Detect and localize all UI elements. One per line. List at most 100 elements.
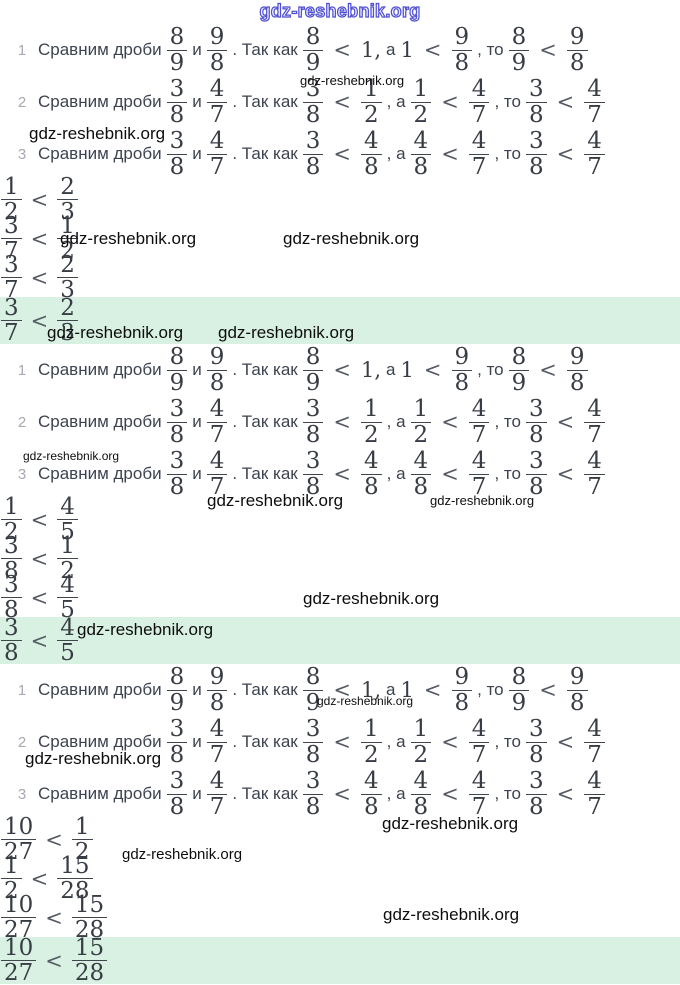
- denominator: 9: [169, 49, 185, 76]
- denominator: 8: [169, 473, 185, 500]
- denominator: 8: [364, 153, 379, 180]
- header-spacer: [0, 0, 680, 24]
- since-label: . Так как: [232, 784, 298, 803]
- denominator: 8: [305, 421, 321, 448]
- denominator: 8: [413, 153, 429, 180]
- less-than-sign: <: [556, 90, 575, 114]
- denominator: 8: [569, 689, 585, 716]
- denominator: 8: [454, 49, 470, 76]
- denominator: 2: [74, 839, 90, 865]
- numerator: 4: [410, 769, 432, 795]
- since-label: . Так как: [232, 92, 298, 111]
- numerator: 8: [302, 345, 324, 371]
- denominator: 8: [528, 473, 544, 500]
- less-than-sign: <: [441, 410, 459, 434]
- less-than-sign: <: [30, 585, 49, 610]
- line-number: 3: [17, 465, 27, 483]
- denominator: 2: [364, 741, 379, 768]
- line-number: 3: [17, 785, 27, 803]
- compare-label: Сравним дроби: [38, 360, 162, 379]
- denominator: 8: [169, 741, 185, 768]
- number-one-comma: 1,: [361, 38, 382, 62]
- compare-label: Сравним дроби: [38, 412, 162, 431]
- denominator: 5: [60, 640, 75, 666]
- numerator: 4: [584, 397, 605, 423]
- denominator: 7: [209, 741, 225, 768]
- number-one: 1: [400, 358, 414, 382]
- less-than-sign: <: [539, 358, 557, 382]
- and-label: и: [192, 732, 202, 751]
- less-than-sign: <: [423, 358, 442, 382]
- denominator: 7: [209, 793, 225, 820]
- numerator: 8: [166, 25, 188, 51]
- denominator: 8: [305, 793, 321, 820]
- and-label: и: [192, 144, 202, 163]
- to-label: , то: [477, 40, 504, 59]
- less-than-sign: <: [30, 308, 49, 333]
- less-than-sign: <: [30, 226, 49, 251]
- compare-label: Сравним дроби: [38, 144, 162, 163]
- numerator: 3: [302, 129, 324, 155]
- fraction: 15 28: [57, 853, 93, 903]
- denominator: 7: [4, 320, 19, 346]
- line-number: 1: [17, 41, 27, 59]
- compare-label: Сравним дроби: [38, 464, 162, 483]
- denominator: 9: [511, 49, 527, 76]
- denominator: 8: [209, 49, 225, 76]
- denominator: 8: [305, 741, 321, 768]
- numerator: 3: [302, 397, 324, 423]
- less-than-sign: <: [539, 38, 557, 62]
- denominator: 2: [4, 878, 19, 904]
- and-label: и: [192, 412, 202, 431]
- numerator: 9: [451, 25, 473, 51]
- and-label: и: [192, 784, 202, 803]
- denominator: 8: [305, 153, 321, 180]
- less-than-sign: <: [30, 507, 49, 532]
- numerator: 3: [302, 77, 324, 103]
- denominator: 7: [209, 473, 225, 500]
- comma-a-label: , а: [386, 412, 406, 431]
- numerator: 4: [206, 77, 228, 103]
- compare-label: Сравним дроби: [38, 92, 162, 111]
- numerator: 8: [302, 665, 324, 691]
- number-one-comma: 1,: [361, 678, 382, 702]
- numerator: 1: [57, 533, 78, 559]
- denominator: 7: [471, 101, 487, 128]
- denominator: 7: [209, 421, 225, 448]
- numerator: 10: [1, 935, 37, 961]
- numerator: 9: [206, 665, 228, 691]
- denominator: 7: [4, 277, 19, 303]
- since-label: . Так как: [232, 40, 298, 59]
- line-number: 2: [17, 413, 27, 431]
- denominator: 2: [413, 421, 429, 448]
- numerator: 4: [206, 397, 228, 423]
- numerator: 9: [206, 345, 228, 371]
- to-label: , то: [494, 144, 521, 163]
- denominator: 2: [4, 199, 19, 225]
- numerator: 1: [1, 174, 22, 200]
